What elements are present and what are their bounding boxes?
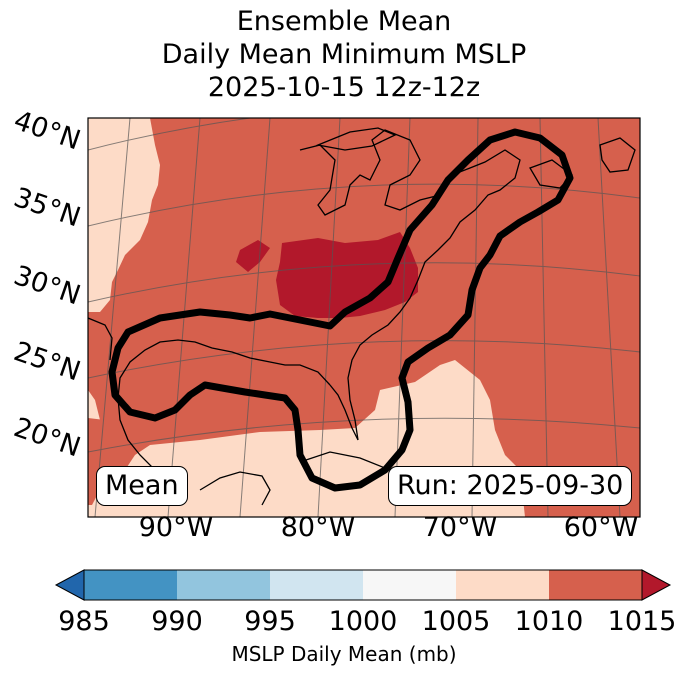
colorbar-frame xyxy=(83,569,643,601)
colorbar xyxy=(54,569,672,601)
colorbar-tick-990: 990 xyxy=(151,606,203,637)
track-outline xyxy=(108,128,574,492)
lon-label-60w: 60°W xyxy=(563,512,639,543)
yucatan xyxy=(199,471,271,506)
colorbar-seg-990-995 xyxy=(177,570,270,600)
meridian-90 xyxy=(94,118,131,517)
colorbar-tick-985: 985 xyxy=(58,606,110,637)
colorbar-extend-right xyxy=(641,569,672,601)
meridian-75 xyxy=(317,118,341,517)
meridian-65 xyxy=(471,118,479,517)
title-line-1: Ensemble Mean xyxy=(236,6,452,37)
mexico-coast xyxy=(88,317,113,361)
title-line-3: 2025-10-15 12z-12z xyxy=(207,72,481,103)
lon-label-90w: 90°W xyxy=(138,512,214,543)
colorbar-seg-1000-1005 xyxy=(363,570,456,600)
parallel-30 xyxy=(88,262,640,303)
gulf-coast xyxy=(117,339,331,489)
colorbar-extend-left xyxy=(54,569,85,601)
fill-1010-1015-main xyxy=(88,118,640,517)
mean-box: Mean xyxy=(96,466,188,506)
newfoundland xyxy=(599,137,636,173)
great-lakes xyxy=(299,129,451,216)
colorbar-tick-1000: 1000 xyxy=(328,606,398,637)
lake-superior xyxy=(315,127,397,151)
meridian-55 xyxy=(597,118,621,517)
colorbar-seg-1005-1010 xyxy=(456,570,549,600)
lon-label-80w: 80°W xyxy=(280,512,356,543)
colorbar-label: MSLP Daily Mean (mb) xyxy=(231,642,457,666)
fill-above-1015-dark xyxy=(276,232,418,318)
colorbar-tick-995: 995 xyxy=(244,606,296,637)
florida xyxy=(329,384,359,441)
fill-above-1015-blob xyxy=(236,240,270,272)
colorbar-tick-1005: 1005 xyxy=(421,606,491,637)
colorbar-seg-985-990 xyxy=(84,570,177,600)
parallel-20 xyxy=(88,417,640,453)
colorbar-tick-1015: 1015 xyxy=(607,606,677,637)
colorbar-seg-1010-1015 xyxy=(549,570,642,600)
map-panel xyxy=(88,118,640,517)
east-coast xyxy=(347,149,521,441)
colorbar-tick-1010: 1010 xyxy=(514,606,584,637)
lon-label-70w: 70°W xyxy=(422,512,498,543)
parallel-40 xyxy=(88,118,640,151)
fill-1010-1015-west xyxy=(88,418,110,505)
map-frame xyxy=(87,117,641,518)
colorbar-seg-995-1000 xyxy=(270,570,363,600)
meridian-60 xyxy=(539,118,549,517)
run-box: Run: 2025-09-30 xyxy=(388,466,633,506)
title-line-2: Daily Mean Minimum MSLP xyxy=(161,39,527,70)
